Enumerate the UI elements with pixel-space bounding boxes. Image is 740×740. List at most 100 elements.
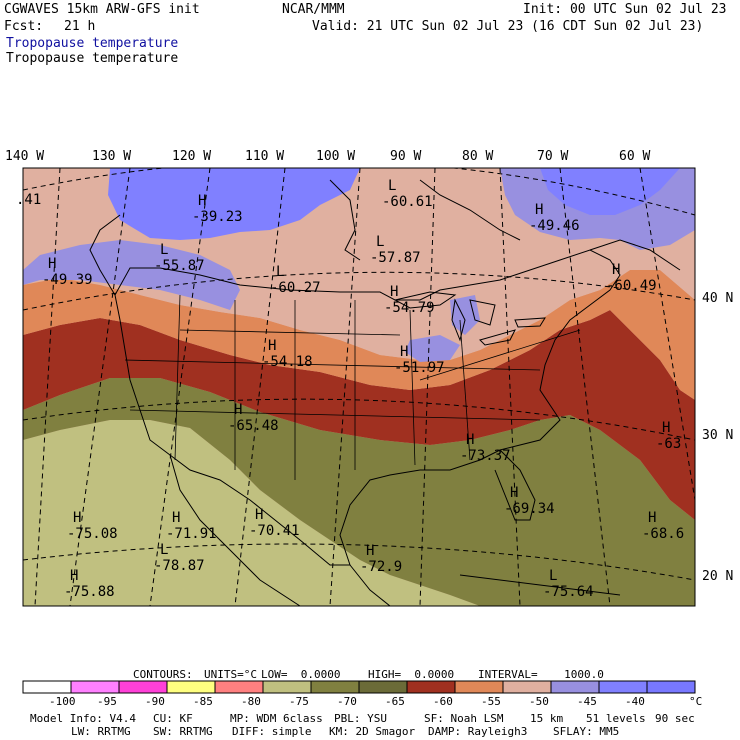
band-minus-70: [23, 378, 695, 606]
colorbar-tick-label: -85: [193, 695, 213, 708]
km-option: KM: 2D Smagor: [329, 725, 416, 738]
pbl-scheme: PBL: YSU: [334, 712, 387, 725]
surface-layer-option: SFLAY: MM5: [553, 725, 620, 738]
colorbar-swatch: [502, 680, 552, 694]
colorbar-tick-label: -90: [145, 695, 165, 708]
high-marker: H: [400, 344, 408, 360]
high-marker: H: [172, 510, 180, 526]
interval-label: INTERVAL= 1000.0: [478, 668, 604, 681]
shortwave-scheme: SW: RRTMG: [153, 725, 213, 738]
high-marker: H: [662, 420, 670, 436]
time-step: 90 sec: [655, 712, 695, 725]
extremum-value: -54.79: [384, 300, 435, 316]
colorbar-tick-label: -100: [49, 695, 76, 708]
high-marker: H: [255, 507, 263, 523]
extremum-value: -75.08: [67, 526, 118, 542]
colorbar-swatch: [166, 680, 216, 694]
extremum-value: -75.64: [543, 584, 594, 600]
band-minus-45-north: [108, 168, 360, 240]
longwave-scheme: LW: RRTMG: [71, 725, 131, 738]
high-marker: H: [234, 402, 242, 418]
lake-huron: [469, 299, 496, 326]
low-marker: L: [376, 234, 384, 250]
usa-outline: [114, 249, 621, 566]
florida-outline: [494, 449, 536, 521]
band-minus-45-northeast: [540, 168, 680, 215]
extremum-value: -73.37: [460, 448, 511, 464]
colorbar-tick-label: -65: [385, 695, 405, 708]
microphysics-scheme: MP: WDM 6class: [230, 712, 323, 725]
colorbar-swatch: [118, 680, 168, 694]
colorbar-swatch: [358, 680, 408, 694]
extremum-value: -65.48: [228, 418, 279, 434]
colorbar-tick-label: -95: [97, 695, 117, 708]
lon-label: 110 W: [245, 149, 285, 164]
extremum-value: -71.91: [166, 526, 217, 542]
map-outlines: [23, 168, 695, 606]
colorbar-tick-label: -80: [241, 695, 261, 708]
colorbar-swatch: [454, 680, 504, 694]
lat-label: 30 N: [702, 428, 734, 443]
lon-label: 140 W: [5, 149, 45, 164]
high-marker: H: [268, 338, 276, 354]
lon-label: 60 W: [619, 149, 651, 164]
colorbar-swatch: [406, 680, 456, 694]
lon-label: 120 W: [172, 149, 212, 164]
graticule: [23, 168, 695, 606]
lat-label: 20 N: [702, 569, 734, 584]
hudson-bay-coast: [329, 179, 361, 261]
lon-label: 130 W: [92, 149, 132, 164]
diffusion-option: DIFF: simple: [232, 725, 312, 738]
mexico-west-coast: [169, 454, 301, 606]
extremum-value: -78.87: [154, 558, 205, 574]
colorbar-unit: °C: [689, 695, 703, 708]
high-marker: H: [466, 432, 474, 448]
high-marker: H: [366, 543, 374, 559]
contours-label: CONTOURS:: [133, 668, 193, 681]
lake-michigan: [451, 298, 466, 342]
init-time: Init: 00 UTC Sun 02 Jul 23: [523, 2, 727, 17]
shaded-field: [23, 168, 695, 606]
extremum-value: -69.34: [504, 501, 555, 517]
field-title-contour: Tropopause temperature: [6, 51, 179, 66]
colorbar-tick-label: -50: [529, 695, 549, 708]
lon-label: 70 W: [537, 149, 569, 164]
extremum-value: -72.9: [360, 559, 402, 575]
high-marker: H: [510, 485, 518, 501]
band-minus-65: [23, 310, 695, 520]
extrema-labels: .41 H-39.23L-60.61 H-49.46H-49.39L-55.87L-…: [16, 178, 684, 600]
extremum-value: -49.46: [529, 218, 580, 234]
extremum-value: -57.87: [370, 250, 421, 266]
extremum-value: -60.49: [606, 278, 657, 294]
state-boundaries: [124, 294, 581, 480]
lon-label: 90 W: [390, 149, 422, 164]
high-marker: H: [612, 262, 620, 278]
low-marker: L: [160, 242, 168, 258]
lake-erie: [479, 329, 516, 346]
cumulus-scheme: CU: KF: [153, 712, 193, 725]
colorbar-swatch: [22, 680, 72, 694]
band-minus-75: [23, 420, 480, 606]
vertical-levels: 51 levels: [586, 712, 646, 725]
low-marker: L: [160, 542, 168, 558]
high-marker: H: [390, 284, 398, 300]
colorbar-swatch: [598, 680, 648, 694]
colorbar-swatch: [214, 680, 264, 694]
high-marker: H: [73, 510, 81, 526]
colorbar-swatch: [262, 680, 312, 694]
surface-scheme: SF: Noah LSM: [424, 712, 504, 725]
extremum-value: -70.41: [249, 523, 300, 539]
colorbar-swatch: [70, 680, 120, 694]
low-marker: L: [549, 568, 557, 584]
forecast-hour: 21 h: [64, 19, 96, 34]
field-title-shaded: Tropopause temperature: [6, 36, 179, 51]
organization: NCAR/MMM: [282, 2, 345, 17]
quebec-coast: [419, 179, 521, 241]
extremum-value: -49.39: [42, 272, 93, 288]
units-label: UNITS=°C: [204, 668, 257, 681]
high-marker: H: [648, 510, 656, 526]
colorbar: [22, 680, 696, 694]
colorbar-tick-label: -70: [337, 695, 357, 708]
extremum-value: -54.18: [262, 354, 313, 370]
high-marker: H: [198, 193, 206, 209]
